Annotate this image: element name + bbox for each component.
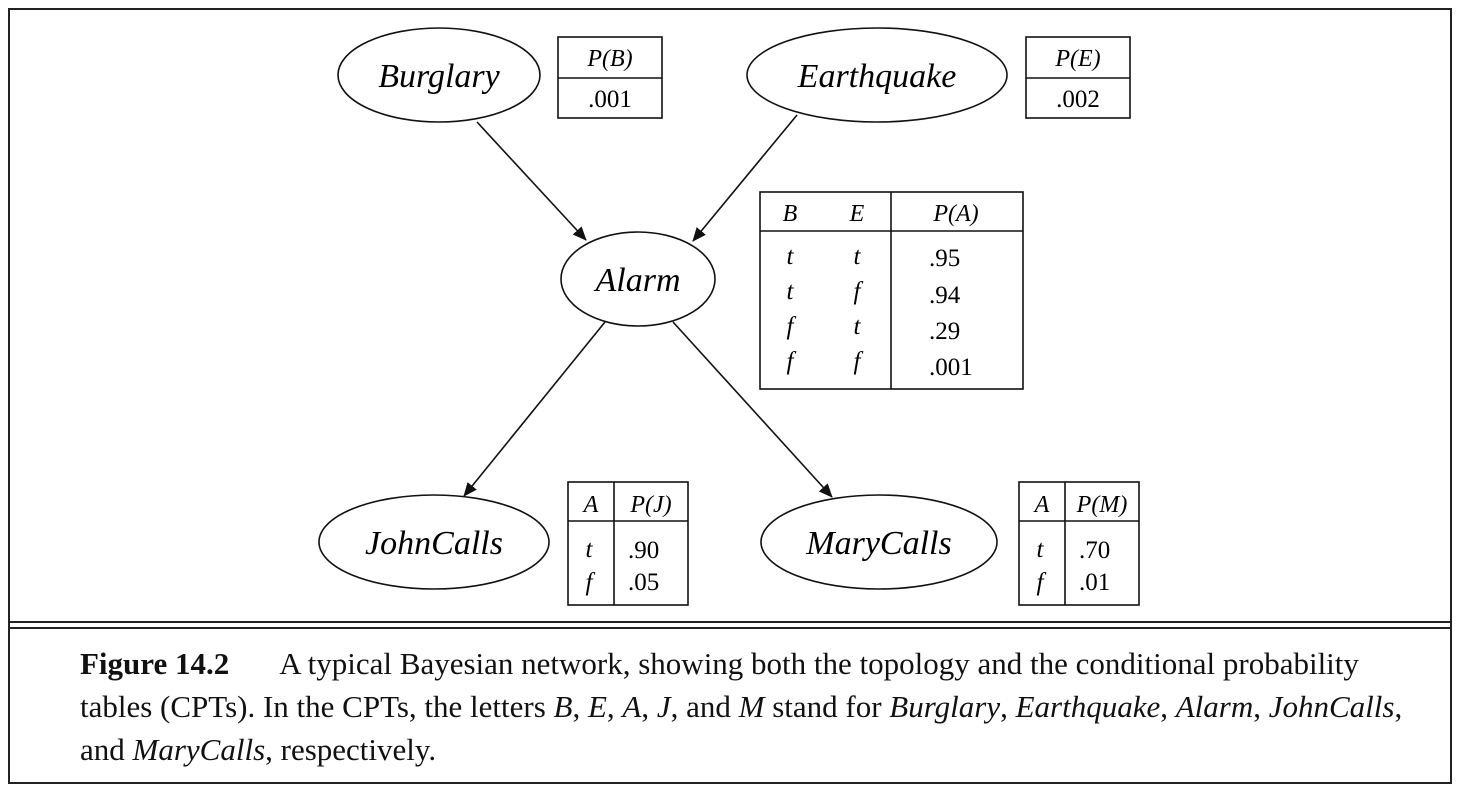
cpt-johncalls: A P(J) t .90 f .05	[567, 481, 689, 606]
cpt-marycalls-header-a: A	[1033, 492, 1050, 518]
cpt-johncalls-header-pj: P(J)	[629, 492, 671, 518]
cpt-alarm-cell: t	[787, 278, 795, 305]
cpt-johncalls-cell: .05	[628, 569, 659, 596]
cpt-marycalls-cell: .70	[1079, 537, 1110, 564]
cpt-earthquake-value: .002	[1056, 86, 1100, 113]
edge-alarm-johncalls	[463, 321, 606, 497]
node-johncalls: JohnCalls	[318, 494, 550, 590]
cpt-earthquake-header: P(E)	[1054, 46, 1100, 72]
caption-text: stand for	[764, 689, 890, 724]
cpt-marycalls-cell: t	[1037, 536, 1045, 563]
cpt-johncalls-cell: f	[586, 569, 596, 596]
edge-alarm-marycalls	[672, 321, 833, 498]
figure-caption: Figure 14.2 A typical Bayesian network, s…	[80, 646, 1403, 767]
caption-divider-top	[10, 621, 1450, 623]
cpt-alarm-cell: .95	[929, 245, 960, 272]
cpt-alarm-cell: t	[854, 313, 862, 340]
caption-name-marycalls: MaryCalls	[132, 732, 266, 767]
cpt-marycalls-cell: f	[1037, 569, 1047, 596]
cpt-alarm-cell: t	[854, 243, 862, 270]
cpt-alarm-cell: .94	[929, 282, 961, 309]
cpt-johncalls-cell: .90	[628, 537, 659, 564]
caption-divider-bottom	[10, 627, 1450, 629]
edge-burglary-alarm	[476, 121, 587, 241]
figure-label: Figure 14.2	[80, 646, 230, 681]
node-burglary-label: Burglary	[378, 58, 500, 95]
cpt-burglary: P(B) .001	[557, 36, 663, 119]
caption-text: A typical Bayesian network, showing both…	[80, 646, 1359, 724]
cpt-earthquake: P(E) .002	[1025, 36, 1131, 119]
caption-name-johncalls: JohnCalls	[1268, 689, 1395, 724]
caption-text: , respectively.	[265, 732, 437, 767]
cpt-marycalls-cell: .01	[1079, 569, 1110, 596]
node-marycalls: MaryCalls	[760, 494, 998, 590]
cpt-johncalls-cell: t	[586, 536, 594, 563]
cpt-johncalls-header-a: A	[582, 492, 599, 518]
caption-var-e: E	[587, 689, 607, 724]
cpt-alarm-header-pa: P(A)	[932, 201, 978, 227]
node-alarm: Alarm	[560, 231, 716, 327]
caption-name-earthquake: Earthquake	[1015, 689, 1161, 724]
cpt-burglary-header: P(B)	[586, 46, 632, 72]
caption-var-j: J	[656, 689, 671, 724]
cpt-alarm-cell: f	[787, 348, 797, 375]
caption-name-burglary: Burglary	[889, 689, 1001, 724]
cpt-burglary-value: .001	[588, 86, 632, 113]
bayesian-network-diagram: Burglary Earthquake Alarm JohnCalls Mary…	[318, 27, 1140, 606]
edge-earthquake-alarm	[692, 114, 798, 242]
node-earthquake-label: Earthquake	[797, 58, 957, 95]
cpt-alarm-cell: f	[854, 348, 864, 375]
figure-frame	[8, 8, 1452, 784]
cpt-alarm-cell: f	[854, 278, 864, 305]
cpt-alarm-header-b: B	[783, 201, 798, 227]
cpt-alarm-header-e: E	[849, 201, 865, 227]
cpt-alarm: B E P(A) t t .95 t f .94 f t .29 f f .00…	[759, 191, 1024, 390]
cpt-alarm-cell: f	[787, 313, 797, 340]
cpt-marycalls: A P(M) t .70 f .01	[1018, 481, 1140, 606]
node-alarm-label: Alarm	[594, 262, 681, 299]
cpt-alarm-cell: .001	[929, 354, 973, 381]
caption-var-b: B	[553, 689, 573, 724]
cpt-alarm-cell: .29	[929, 318, 960, 345]
caption-var-m: M	[738, 689, 765, 724]
node-burglary: Burglary	[337, 27, 541, 123]
node-johncalls-label: JohnCalls	[365, 525, 503, 562]
node-marycalls-label: MaryCalls	[805, 525, 951, 562]
caption-name-alarm: Alarm	[1175, 689, 1254, 724]
cpt-marycalls-header-pm: P(M)	[1076, 492, 1128, 518]
node-earthquake: Earthquake	[746, 27, 1008, 123]
caption-var-a: A	[622, 689, 642, 724]
cpt-alarm-cell: t	[787, 243, 795, 270]
